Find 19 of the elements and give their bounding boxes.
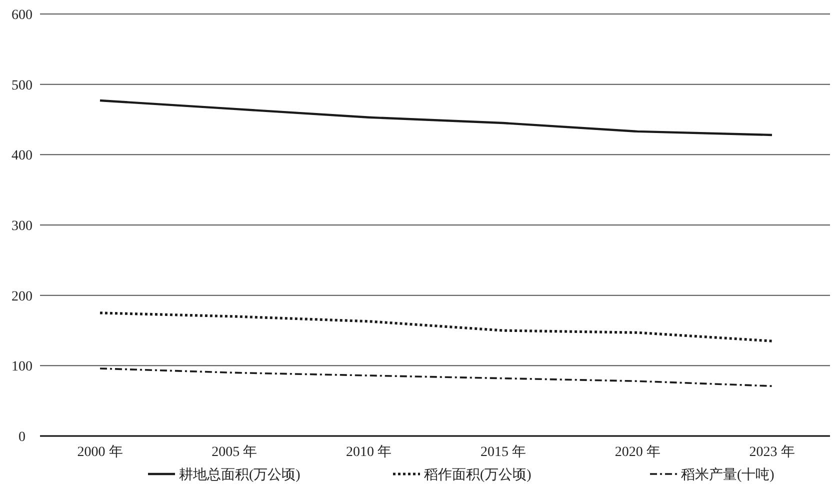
y-tick-label: 400 [12, 148, 32, 164]
legend-label: 稻米产量(十吨) [681, 467, 775, 483]
line-series [98, 312, 774, 342]
y-tick-label: 100 [12, 360, 32, 375]
x-tick-label: 2005 年 [212, 444, 258, 460]
line-series [99, 368, 773, 387]
y-tick-label: 500 [12, 78, 32, 94]
legend-label: 耕地总面积(万公顷) [179, 467, 301, 483]
x-tick-label: 2020 年 [614, 444, 660, 460]
x-tick-label: 2000 年 [77, 444, 123, 460]
line-series [98, 99, 774, 136]
y-tick-label: 600 [12, 8, 32, 23]
legend-label: 稻作面积(万公顷) [424, 467, 532, 483]
x-tick-label: 2010 年 [346, 444, 392, 460]
y-tick-label: 0 [18, 430, 26, 445]
y-tick-label: 300 [12, 219, 32, 234]
x-tick-label: 2015 年 [480, 444, 526, 460]
y-tick-label: 200 [12, 289, 32, 304]
x-tick-label: 2023 年 [749, 444, 795, 460]
